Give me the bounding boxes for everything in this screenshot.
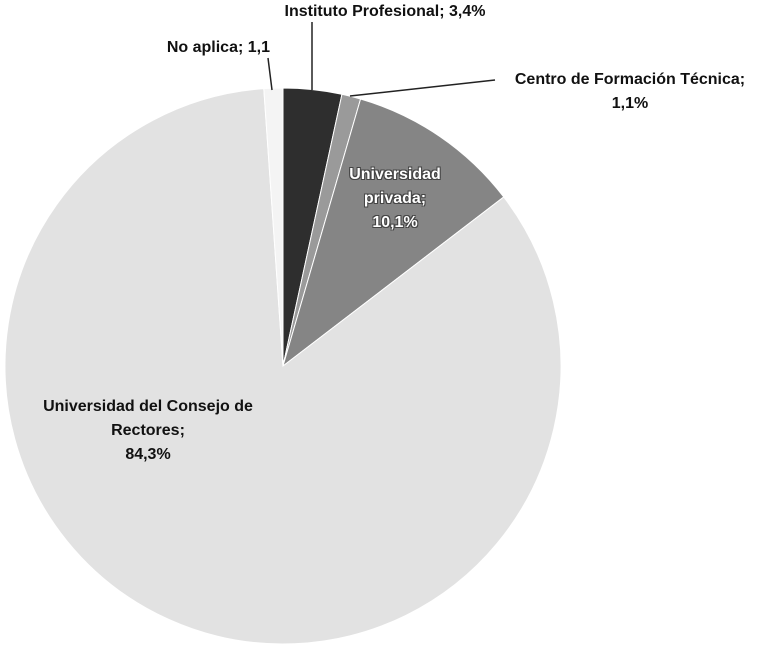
category-name: Centro de Formación Técnica; [514,71,746,88]
pie-slice [263,87,284,367]
pie-slice [4,88,562,645]
slice-label: Universidad privada; 10,1% [340,163,450,235]
category-name: Universidad del Consejo de Rectores; [43,398,253,439]
value-label: 3,4% [448,3,486,20]
category-name: Universidad privada; [349,166,441,207]
value-label: 10,1% [372,214,418,231]
value-label: 1,1 [247,39,270,56]
leader-line [349,79,496,97]
slice-label: Instituto Profesional; 3,4% [235,0,535,24]
value-label: 84,3% [125,446,171,463]
slice-label: No aplica; 1,1 [120,36,270,60]
slice-label: Universidad del Consejo de Rectores; 84,… [18,395,278,467]
value-label: 1,1% [611,95,649,112]
leader-line [267,57,273,91]
category-name: No aplica; [166,39,244,56]
slice-label: Centro de Formación Técnica; 1,1% [490,68,767,116]
category-name: Instituto Profesional; [284,3,445,20]
pie-slice [282,98,505,368]
